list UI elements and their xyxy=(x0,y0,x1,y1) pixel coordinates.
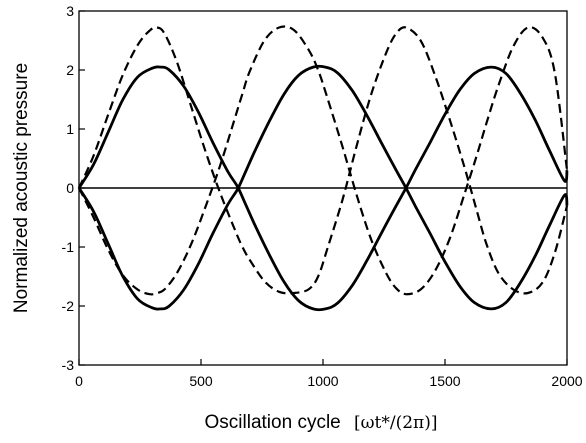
y-tick-label: 3 xyxy=(66,3,74,19)
y-tick-label: -3 xyxy=(62,357,75,373)
x-tick-label: 1500 xyxy=(429,373,460,389)
x-tick-label: 2000 xyxy=(551,373,582,389)
series-line-3-dashed xyxy=(77,26,569,295)
series-layer xyxy=(77,25,569,312)
y-tick-label: -1 xyxy=(62,239,75,255)
x-axis-label-math: [ωt*/(2π)] xyxy=(354,413,437,433)
x-tick-label: 0 xyxy=(75,373,83,389)
x-tick-label: 1000 xyxy=(307,373,338,389)
x-axis-label: Oscillation cycle [ωt*/(2π)] xyxy=(205,412,438,433)
series-line-1-solid xyxy=(77,65,569,312)
y-tick-label: 2 xyxy=(66,62,74,78)
y-tick-label: -2 xyxy=(62,298,75,314)
y-tick-label: 0 xyxy=(66,180,74,196)
series-line-2-solid xyxy=(77,64,569,311)
y-axis-label: Normalized acoustic pressure xyxy=(11,63,32,313)
series-line-4-dashed xyxy=(78,25,569,296)
y-tick-label: 1 xyxy=(66,121,74,137)
x-axis-label-text: Oscillation cycle xyxy=(205,412,341,433)
x-tick-label: 500 xyxy=(189,373,213,389)
tick-layer: 0 500 1000 1500 2000 3 2 1 0 -1 -2 -3 xyxy=(62,3,583,389)
